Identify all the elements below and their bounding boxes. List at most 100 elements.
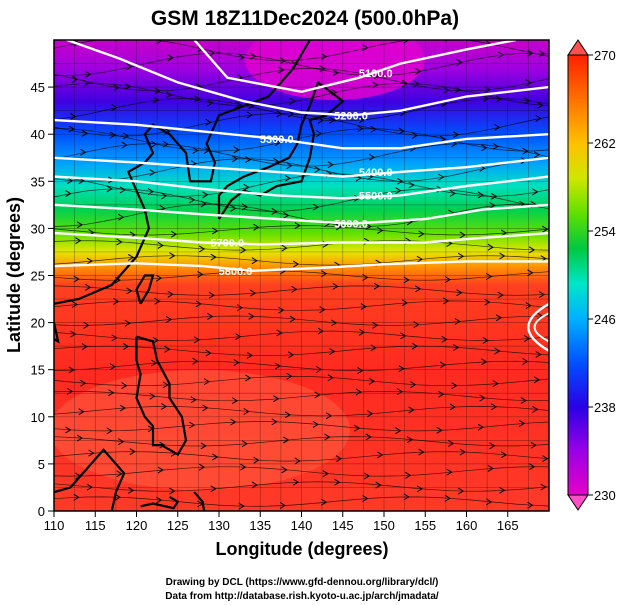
wind-arrow (159, 441, 166, 449)
wind-arrow (406, 436, 414, 444)
wind-arrow (525, 79, 532, 87)
wind-arrow (160, 403, 168, 410)
wind-arrow (167, 290, 174, 298)
wind-arrow (368, 377, 376, 385)
wind-arrow (80, 148, 87, 156)
wind-arrow (243, 408, 250, 415)
wind-arrow (122, 343, 130, 350)
wind-arrow (327, 161, 334, 169)
wind-arrow (439, 361, 447, 369)
wind-arrow (457, 487, 465, 495)
wind-arrow (253, 223, 260, 231)
wind-arrow (459, 448, 466, 456)
wind-arrow (403, 493, 410, 501)
wind-arrow (357, 367, 364, 375)
wind-arrow (482, 337, 489, 344)
colorbar: 230 238 246 254 262 270 (567, 39, 616, 511)
wind-arrow (405, 471, 412, 479)
contour-line (54, 231, 549, 246)
contour-label: 5800.0 (219, 266, 253, 278)
x-tick-label: 110 (44, 518, 65, 533)
wind-arrow (327, 374, 334, 382)
wind-arrow (332, 69, 339, 77)
wind-arrow (85, 70, 92, 78)
wind-arrow (530, 441, 537, 449)
wind-arrow (401, 80, 409, 87)
wind-arrow (246, 352, 253, 359)
wind-arrow (190, 396, 197, 404)
colorbar-tick-label: 238 (594, 400, 616, 415)
credit-line-2: Data from http://database.rish.kyoto-u.a… (165, 591, 439, 602)
y-tick-label: 5 (38, 457, 45, 472)
wind-arrow (119, 186, 126, 194)
wind-arrow (487, 243, 494, 251)
wind-arrow (523, 335, 531, 342)
cold-core (245, 40, 425, 100)
contour-line (193, 40, 517, 94)
coastline (54, 448, 126, 511)
wind-arrow (355, 388, 362, 396)
wind-arrow (157, 242, 164, 249)
wind-arrow (322, 470, 329, 478)
wind-arrow (121, 141, 128, 149)
coastline (140, 495, 180, 510)
wind-arrow (238, 54, 245, 61)
wind-arrow (316, 130, 323, 138)
wind-arrow (127, 253, 135, 261)
wind-arrow (165, 91, 173, 99)
y-tick-label: 20 (31, 316, 45, 331)
wind-arrow (126, 287, 133, 295)
wind-arrow (73, 275, 80, 283)
wind-arrow (251, 481, 258, 489)
wind-arrow (80, 379, 87, 387)
wind-arrow (291, 285, 298, 293)
wind-arrow (286, 162, 293, 170)
x-tick-label: 150 (373, 518, 395, 533)
wind-arrow (126, 63, 133, 71)
wind-arrow (65, 426, 72, 434)
wind-arrow (286, 372, 293, 380)
wind-arrow (83, 321, 90, 329)
wind-arrow (127, 486, 135, 494)
wind-arrow (320, 498, 328, 506)
wind-arrow (250, 52, 257, 60)
contour-line (54, 175, 549, 200)
wind-arrow (368, 153, 376, 161)
wind-arrow (169, 252, 176, 260)
wind-arrow (230, 204, 237, 212)
wind-arrow (527, 49, 534, 57)
wind-arrow (497, 291, 504, 299)
coastline (193, 491, 206, 511)
wind-arrow (253, 456, 260, 464)
wind-arrow (500, 451, 508, 459)
streamline (54, 158, 549, 182)
wind-arrow (121, 382, 128, 390)
x-axis-ticks: 110 115 120 125 130 135 140 145 150 155 160 165 (44, 511, 519, 533)
wind-arrow (124, 319, 131, 327)
wind-arrow (395, 187, 402, 195)
colorbar-tick-label: 270 (594, 48, 616, 63)
contour-line (527, 302, 549, 352)
wind-arrow (170, 230, 178, 238)
wind-arrow (403, 276, 410, 284)
wind-arrow (357, 125, 364, 133)
wind-arrow (487, 465, 494, 472)
wind-arrow (246, 111, 253, 119)
wind-arrow (151, 140, 158, 148)
wind-arrow (193, 336, 201, 344)
wind-arrow (358, 116, 366, 124)
wind-arrow (81, 343, 88, 351)
wind-arrow (452, 131, 460, 139)
wind-arrow (294, 222, 301, 230)
wind-arrow (494, 347, 501, 355)
streamline (54, 421, 549, 432)
wind-arrow (238, 502, 245, 510)
wind-arrow (108, 389, 115, 397)
colorbar-body (567, 54, 589, 496)
y-tick-label: 40 (31, 127, 45, 142)
wind-arrow (358, 328, 366, 336)
wind-arrow (192, 357, 199, 365)
wind-arrow (111, 334, 118, 342)
wind-arrow (413, 80, 420, 88)
